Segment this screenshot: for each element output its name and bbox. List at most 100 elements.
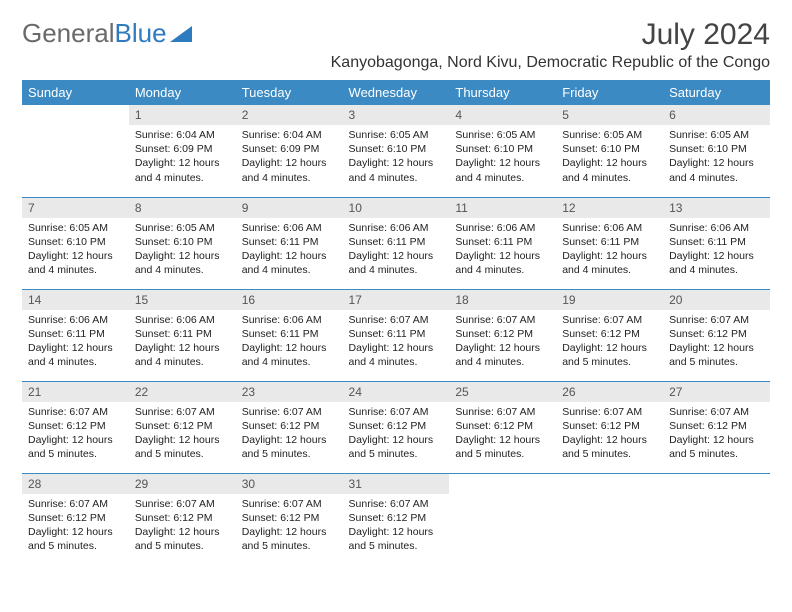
calendar-cell: 22Sunrise: 6:07 AMSunset: 6:12 PMDayligh…	[129, 381, 236, 473]
weekday-header: Monday	[129, 80, 236, 105]
calendar-cell: 23Sunrise: 6:07 AMSunset: 6:12 PMDayligh…	[236, 381, 343, 473]
day-number: 25	[449, 382, 556, 402]
day-details: Sunrise: 6:06 AMSunset: 6:11 PMDaylight:…	[556, 218, 663, 282]
day-details: Sunrise: 6:07 AMSunset: 6:12 PMDaylight:…	[129, 402, 236, 466]
day-details: Sunrise: 6:07 AMSunset: 6:11 PMDaylight:…	[343, 310, 450, 374]
day-details: Sunrise: 6:06 AMSunset: 6:11 PMDaylight:…	[663, 218, 770, 282]
calendar-cell: 24Sunrise: 6:07 AMSunset: 6:12 PMDayligh…	[343, 381, 450, 473]
day-details: Sunrise: 6:05 AMSunset: 6:10 PMDaylight:…	[343, 125, 450, 189]
day-details: Sunrise: 6:04 AMSunset: 6:09 PMDaylight:…	[236, 125, 343, 189]
day-details: Sunrise: 6:07 AMSunset: 6:12 PMDaylight:…	[556, 310, 663, 374]
day-details: Sunrise: 6:05 AMSunset: 6:10 PMDaylight:…	[22, 218, 129, 282]
day-number: 1	[129, 105, 236, 125]
day-details: Sunrise: 6:07 AMSunset: 6:12 PMDaylight:…	[449, 310, 556, 374]
calendar-cell: 12Sunrise: 6:06 AMSunset: 6:11 PMDayligh…	[556, 197, 663, 289]
calendar-cell: 11Sunrise: 6:06 AMSunset: 6:11 PMDayligh…	[449, 197, 556, 289]
day-details: Sunrise: 6:05 AMSunset: 6:10 PMDaylight:…	[129, 218, 236, 282]
weekday-header: Saturday	[663, 80, 770, 105]
day-number: 30	[236, 474, 343, 494]
day-details: Sunrise: 6:04 AMSunset: 6:09 PMDaylight:…	[129, 125, 236, 189]
day-details: Sunrise: 6:07 AMSunset: 6:12 PMDaylight:…	[236, 402, 343, 466]
calendar-cell: 27Sunrise: 6:07 AMSunset: 6:12 PMDayligh…	[663, 381, 770, 473]
brand-part2: Blue	[115, 18, 167, 49]
calendar-cell: 30Sunrise: 6:07 AMSunset: 6:12 PMDayligh…	[236, 473, 343, 565]
calendar-cell: 7Sunrise: 6:05 AMSunset: 6:10 PMDaylight…	[22, 197, 129, 289]
day-number: 18	[449, 290, 556, 310]
day-number: 7	[22, 198, 129, 218]
weekday-header: Sunday	[22, 80, 129, 105]
calendar-cell: 13Sunrise: 6:06 AMSunset: 6:11 PMDayligh…	[663, 197, 770, 289]
day-number: 29	[129, 474, 236, 494]
calendar-cell: 8Sunrise: 6:05 AMSunset: 6:10 PMDaylight…	[129, 197, 236, 289]
calendar-cell: 4Sunrise: 6:05 AMSunset: 6:10 PMDaylight…	[449, 105, 556, 197]
day-details: Sunrise: 6:07 AMSunset: 6:12 PMDaylight:…	[556, 402, 663, 466]
day-number: 4	[449, 105, 556, 125]
day-details: Sunrise: 6:07 AMSunset: 6:12 PMDaylight:…	[663, 310, 770, 374]
calendar-cell: 20Sunrise: 6:07 AMSunset: 6:12 PMDayligh…	[663, 289, 770, 381]
calendar-cell: 15Sunrise: 6:06 AMSunset: 6:11 PMDayligh…	[129, 289, 236, 381]
day-number: 27	[663, 382, 770, 402]
calendar-cell: 25Sunrise: 6:07 AMSunset: 6:12 PMDayligh…	[449, 381, 556, 473]
calendar-cell: 26Sunrise: 6:07 AMSunset: 6:12 PMDayligh…	[556, 381, 663, 473]
day-number: 10	[343, 198, 450, 218]
page-title: July 2024	[642, 18, 770, 52]
weekday-header: Friday	[556, 80, 663, 105]
day-number: 21	[22, 382, 129, 402]
calendar-cell	[449, 473, 556, 565]
day-number: 22	[129, 382, 236, 402]
day-details: Sunrise: 6:06 AMSunset: 6:11 PMDaylight:…	[343, 218, 450, 282]
day-details: Sunrise: 6:07 AMSunset: 6:12 PMDaylight:…	[663, 402, 770, 466]
day-number: 15	[129, 290, 236, 310]
day-details: Sunrise: 6:05 AMSunset: 6:10 PMDaylight:…	[663, 125, 770, 189]
day-number: 26	[556, 382, 663, 402]
calendar-cell: 10Sunrise: 6:06 AMSunset: 6:11 PMDayligh…	[343, 197, 450, 289]
day-number: 9	[236, 198, 343, 218]
day-details: Sunrise: 6:06 AMSunset: 6:11 PMDaylight:…	[236, 218, 343, 282]
day-number: 31	[343, 474, 450, 494]
brand-logo: GeneralBlue	[22, 18, 192, 49]
day-details: Sunrise: 6:07 AMSunset: 6:12 PMDaylight:…	[343, 402, 450, 466]
calendar-cell: 2Sunrise: 6:04 AMSunset: 6:09 PMDaylight…	[236, 105, 343, 197]
calendar-cell: 1Sunrise: 6:04 AMSunset: 6:09 PMDaylight…	[129, 105, 236, 197]
weekday-header: Thursday	[449, 80, 556, 105]
calendar-cell: 9Sunrise: 6:06 AMSunset: 6:11 PMDaylight…	[236, 197, 343, 289]
brand-triangle-icon	[170, 24, 192, 42]
day-number: 20	[663, 290, 770, 310]
day-number: 3	[343, 105, 450, 125]
calendar-cell: 16Sunrise: 6:06 AMSunset: 6:11 PMDayligh…	[236, 289, 343, 381]
location-subtitle: Kanyobagonga, Nord Kivu, Democratic Repu…	[22, 54, 770, 72]
calendar-cell: 28Sunrise: 6:07 AMSunset: 6:12 PMDayligh…	[22, 473, 129, 565]
day-details: Sunrise: 6:06 AMSunset: 6:11 PMDaylight:…	[22, 310, 129, 374]
day-number: 8	[129, 198, 236, 218]
day-number: 11	[449, 198, 556, 218]
day-number: 23	[236, 382, 343, 402]
day-number: 28	[22, 474, 129, 494]
day-number: 5	[556, 105, 663, 125]
calendar-cell: 31Sunrise: 6:07 AMSunset: 6:12 PMDayligh…	[343, 473, 450, 565]
calendar-cell: 6Sunrise: 6:05 AMSunset: 6:10 PMDaylight…	[663, 105, 770, 197]
calendar-cell: 21Sunrise: 6:07 AMSunset: 6:12 PMDayligh…	[22, 381, 129, 473]
day-details: Sunrise: 6:07 AMSunset: 6:12 PMDaylight:…	[129, 494, 236, 558]
day-details: Sunrise: 6:06 AMSunset: 6:11 PMDaylight:…	[129, 310, 236, 374]
calendar-cell: 29Sunrise: 6:07 AMSunset: 6:12 PMDayligh…	[129, 473, 236, 565]
brand-part1: General	[22, 18, 115, 49]
day-details: Sunrise: 6:06 AMSunset: 6:11 PMDaylight:…	[449, 218, 556, 282]
day-details: Sunrise: 6:07 AMSunset: 6:12 PMDaylight:…	[449, 402, 556, 466]
day-details: Sunrise: 6:05 AMSunset: 6:10 PMDaylight:…	[556, 125, 663, 189]
day-number: 13	[663, 198, 770, 218]
calendar-cell	[22, 105, 129, 197]
day-number: 12	[556, 198, 663, 218]
weekday-header: Wednesday	[343, 80, 450, 105]
day-details: Sunrise: 6:07 AMSunset: 6:12 PMDaylight:…	[22, 494, 129, 558]
day-number: 19	[556, 290, 663, 310]
calendar-cell	[556, 473, 663, 565]
day-details: Sunrise: 6:07 AMSunset: 6:12 PMDaylight:…	[236, 494, 343, 558]
calendar-table: SundayMondayTuesdayWednesdayThursdayFrid…	[22, 80, 770, 565]
calendar-cell: 19Sunrise: 6:07 AMSunset: 6:12 PMDayligh…	[556, 289, 663, 381]
day-number: 17	[343, 290, 450, 310]
day-number: 6	[663, 105, 770, 125]
day-number: 2	[236, 105, 343, 125]
day-number: 14	[22, 290, 129, 310]
calendar-cell: 17Sunrise: 6:07 AMSunset: 6:11 PMDayligh…	[343, 289, 450, 381]
day-number: 16	[236, 290, 343, 310]
